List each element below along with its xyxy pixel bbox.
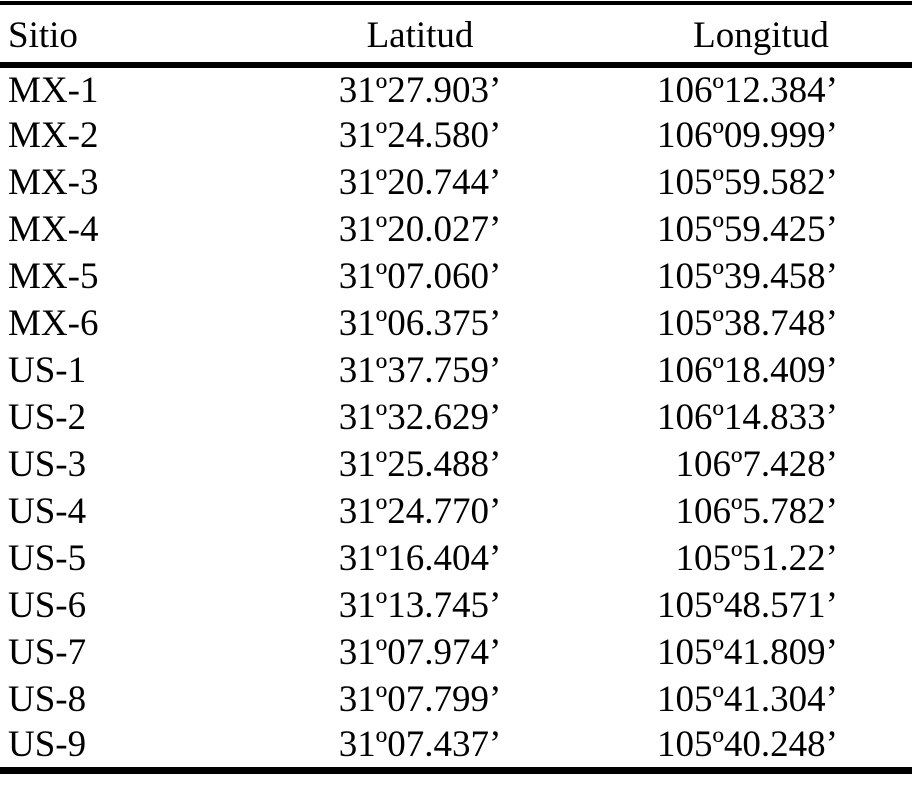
cell-longitud: 105º39.458’: [656, 256, 838, 297]
cell-sitio: MX-2: [8, 115, 99, 156]
cell-longitud: 106º5.782’: [675, 491, 838, 532]
cell-latitud: 31º24.770’: [338, 491, 502, 532]
cell-longitud: 105º38.748’: [656, 303, 838, 344]
table-header: Sitio Latitud Longitud: [0, 3, 912, 65]
table-row: US-6 31º13.745’ 105º48.571’: [0, 582, 912, 629]
column-header-latitud: Latitud: [366, 15, 474, 56]
cell-sitio: MX-5: [8, 256, 99, 297]
cell-latitud: 31º06.375’: [338, 303, 502, 344]
cell-latitud: 31º07.799’: [338, 679, 502, 720]
cell-longitud: 105º41.304’: [656, 679, 838, 720]
cell-longitud: 105º41.809’: [656, 632, 838, 673]
table-body: MX-1 31º27.903’ 106º12.384’ MX-2 31º24.5…: [0, 65, 912, 770]
cell-latitud: 31º25.488’: [338, 444, 502, 485]
cell-longitud: 105º59.425’: [656, 209, 838, 250]
table-row: US-5 31º16.404’ 105º51.22’: [0, 535, 912, 582]
cell-sitio: US-6: [8, 585, 87, 626]
cell-latitud: 31º37.759’: [338, 350, 502, 391]
cell-longitud: 105º48.571’: [656, 585, 838, 626]
cell-longitud: 105º59.582’: [656, 162, 838, 203]
cell-longitud: 105º51.22’: [675, 538, 838, 579]
table-row: US-8 31º07.799’ 105º41.304’: [0, 676, 912, 723]
cell-longitud: 106º7.428’: [675, 444, 838, 485]
column-header-sitio: Sitio: [8, 15, 78, 56]
cell-latitud: 31º07.060’: [338, 256, 502, 297]
cell-sitio: US-5: [8, 538, 87, 579]
column-header-longitud: Longitud: [693, 15, 829, 56]
cell-sitio: US-7: [8, 632, 87, 673]
table-row: MX-1 31º27.903’ 106º12.384’: [0, 65, 912, 112]
cell-sitio: US-4: [8, 491, 87, 532]
cell-longitud: 106º18.409’: [656, 350, 838, 391]
table-row: US-2 31º32.629’ 106º14.833’: [0, 394, 912, 441]
table-row: MX-3 31º20.744’ 105º59.582’: [0, 159, 912, 206]
cell-latitud: 31º20.744’: [338, 162, 502, 203]
cell-latitud: 31º13.745’: [338, 585, 502, 626]
cell-sitio: US-1: [8, 350, 87, 391]
cell-sitio: US-3: [8, 444, 87, 485]
cell-sitio: US-8: [8, 679, 87, 720]
table-row: US-3 31º25.488’ 106º7.428’: [0, 441, 912, 488]
cell-sitio: MX-6: [8, 303, 99, 344]
cell-longitud: 105º40.248’: [656, 724, 838, 766]
cell-longitud: 106º12.384’: [656, 69, 838, 111]
cell-sitio: MX-3: [8, 162, 99, 203]
table-row: MX-4 31º20.027’ 105º59.425’: [0, 206, 912, 253]
cell-latitud: 31º07.974’: [338, 632, 502, 673]
cell-sitio: US-2: [8, 397, 87, 438]
table-row: US-4 31º24.770’ 106º5.782’: [0, 488, 912, 535]
cell-sitio: MX-1: [8, 69, 99, 111]
cell-latitud: 31º07.437’: [338, 724, 502, 766]
cell-latitud: 31º24.580’: [338, 115, 502, 156]
table-row: US-1 31º37.759’ 106º18.409’: [0, 347, 912, 394]
cell-sitio: US-9: [8, 724, 87, 766]
table-row: MX-5 31º07.060’ 105º39.458’: [0, 253, 912, 300]
table-row: MX-2 31º24.580’ 106º09.999’: [0, 112, 912, 159]
table-row: US-9 31º07.437’ 105º40.248’: [0, 723, 912, 770]
cell-latitud: 31º27.903’: [338, 69, 502, 111]
cell-longitud: 106º09.999’: [656, 115, 838, 156]
table-row: MX-6 31º06.375’ 105º38.748’: [0, 300, 912, 347]
cell-longitud: 106º14.833’: [656, 397, 838, 438]
cell-latitud: 31º16.404’: [338, 538, 502, 579]
header-row: Sitio Latitud Longitud: [0, 3, 912, 65]
table-row: US-7 31º07.974’ 105º41.809’: [0, 629, 912, 676]
cell-latitud: 31º32.629’: [338, 397, 502, 438]
coordinates-table: Sitio Latitud Longitud MX-1 31º27.903’ 1…: [0, 1, 912, 774]
cell-latitud: 31º20.027’: [338, 209, 502, 250]
cell-sitio: MX-4: [8, 209, 99, 250]
